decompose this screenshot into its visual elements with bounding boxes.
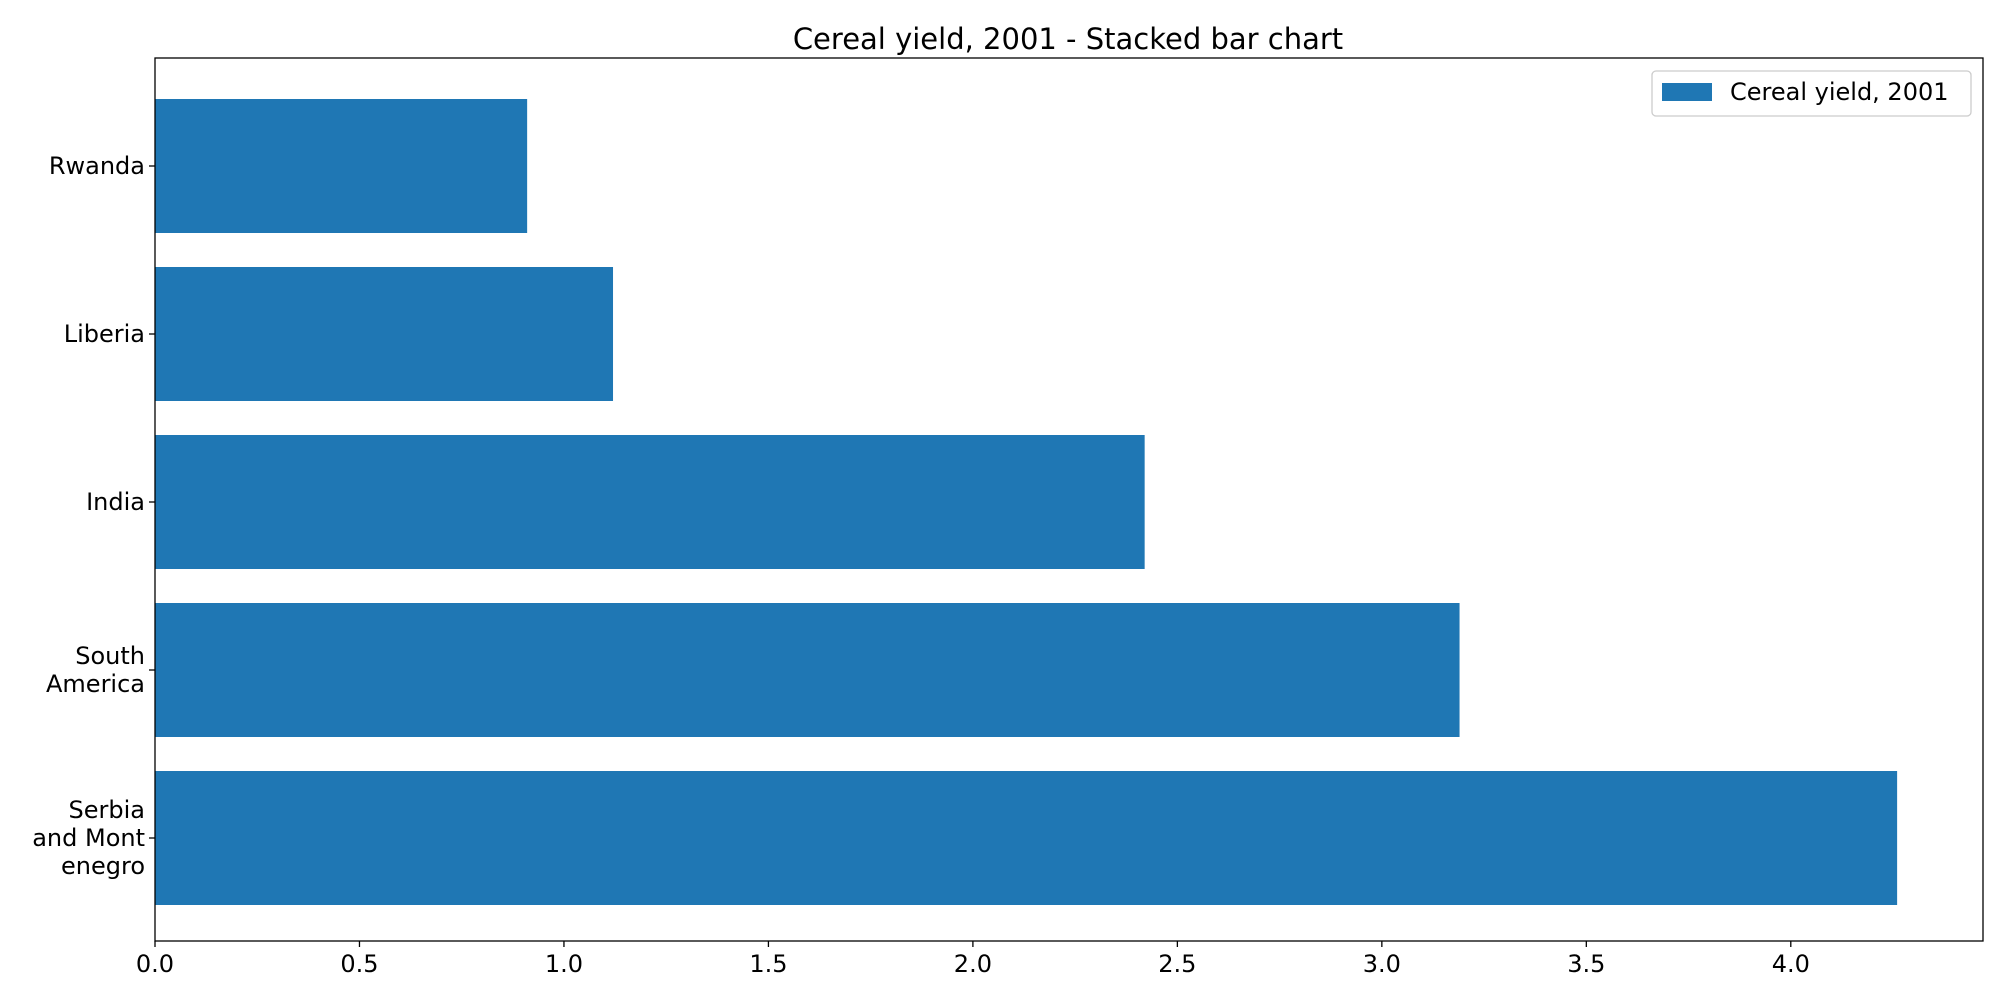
x-tick-label-8: 4.0 bbox=[1772, 950, 1810, 978]
axes-frame bbox=[154, 57, 1984, 942]
y-tick-label-1: Liberia bbox=[64, 320, 145, 348]
y-tick-label-0: Rwanda bbox=[49, 152, 145, 180]
bar-1 bbox=[155, 267, 614, 401]
x-tick-label-5: 2.5 bbox=[1158, 950, 1196, 978]
x-tick-label-1: 0.5 bbox=[340, 950, 378, 978]
x-tick-label-2: 1.0 bbox=[545, 950, 583, 978]
x-tick-label-6: 3.0 bbox=[1363, 950, 1401, 978]
bar-2 bbox=[155, 435, 1145, 569]
bars-group bbox=[155, 99, 1898, 905]
x-tick-label-0: 0.0 bbox=[136, 950, 174, 978]
x-axis-ticks: 0.0 0.5 1.0 1.5 2.0 2.5 3.0 3.5 4.0 bbox=[136, 941, 1810, 978]
bar-3 bbox=[155, 603, 1460, 737]
chart-title: Cereal yield, 2001 - Stacked bar chart bbox=[793, 22, 1343, 56]
y-tick-label-2: India bbox=[86, 488, 145, 516]
y-axis-ticks: Rwanda Liberia India South America Serbia and … bbox=[32, 152, 155, 880]
x-tick-label-7: 3.5 bbox=[1567, 950, 1605, 978]
x-tick-label-4: 2.0 bbox=[954, 950, 992, 978]
y-tick-label-4: Serbia and Mont enegro bbox=[32, 796, 145, 880]
legend-box bbox=[1651, 70, 1972, 117]
bar-0 bbox=[155, 99, 528, 233]
legend: Cereal yield, 2001 bbox=[1651, 70, 1972, 117]
y-tick-label-3: South America bbox=[46, 642, 145, 698]
legend-label: Cereal yield, 2001 bbox=[1730, 78, 1949, 106]
x-tick-label-3: 1.5 bbox=[749, 950, 787, 978]
legend-swatch bbox=[1662, 83, 1712, 101]
bar-4 bbox=[155, 771, 1898, 905]
